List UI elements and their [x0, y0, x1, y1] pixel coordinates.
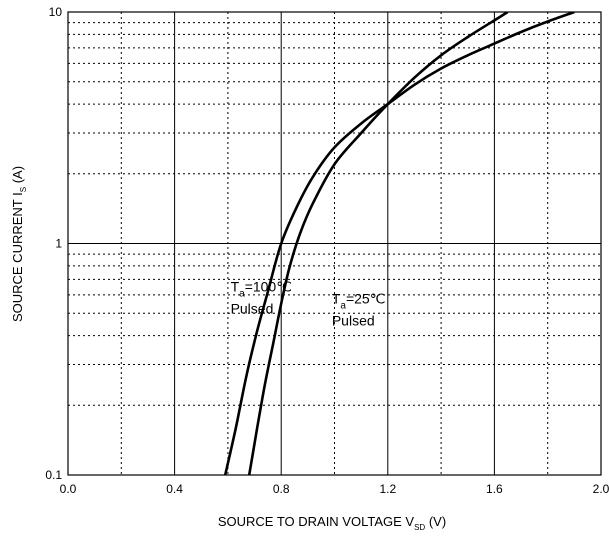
- x-tick-label: 1.6: [486, 482, 503, 496]
- annotation-subscript: a: [239, 289, 245, 300]
- x-tick-label: 0.8: [273, 482, 290, 496]
- axis-labels: SOURCE TO DRAIN VOLTAGE VSD (V) SOURCE CU…: [10, 166, 446, 532]
- annotation-temp-label: Ta=25℃: [332, 291, 386, 312]
- y-axis-unit: (A): [10, 166, 25, 187]
- annotation-pulsed-label: Pulsed: [231, 301, 274, 317]
- x-axis-unit: (V): [425, 514, 446, 529]
- y-tick-label: 10: [49, 5, 63, 19]
- y-axis-label: SOURCE CURRENT IS (A): [10, 166, 28, 322]
- series-line-ta-100c: [223, 12, 575, 475]
- annotation-pulsed-label: Pulsed: [332, 313, 375, 329]
- annotation-value: =25℃: [346, 291, 385, 307]
- annotation-temp-label: Ta=100℃: [231, 279, 292, 300]
- annotation-symbol: T: [231, 279, 240, 295]
- plot-frame: [67, 11, 602, 476]
- x-axis-symbol: V: [405, 514, 414, 529]
- x-tick-label: 0.0: [60, 482, 77, 496]
- y-tick-label: 0.1: [45, 468, 62, 482]
- plot-border: [67, 11, 602, 476]
- x-tick-label: 1.2: [379, 482, 396, 496]
- x-tick-label: 2.0: [593, 482, 609, 496]
- y-axis-symbol: I: [10, 192, 25, 196]
- y-tick-label: 1: [55, 237, 62, 251]
- series-group: [223, 12, 575, 475]
- y-axis-subscript: S: [19, 187, 28, 192]
- x-axis-subscript: SD: [414, 523, 425, 531]
- x-axis-title: SOURCE TO DRAIN VOLTAGE: [218, 514, 406, 529]
- annotation-symbol: T: [332, 291, 341, 307]
- x-tick-label: 0.4: [166, 482, 183, 496]
- series-line-ta-25c: [247, 12, 509, 475]
- y-axis-title: SOURCE CURRENT: [10, 196, 25, 322]
- annotation-value: =100℃: [245, 279, 292, 295]
- x-axis-label: SOURCE TO DRAIN VOLTAGE VSD (V): [218, 514, 446, 531]
- annotation-subscript: a: [340, 301, 346, 312]
- tick-labels: 0.0 0.4 0.8 1.2 1.6 2.0 0.1 1 10: [45, 5, 609, 496]
